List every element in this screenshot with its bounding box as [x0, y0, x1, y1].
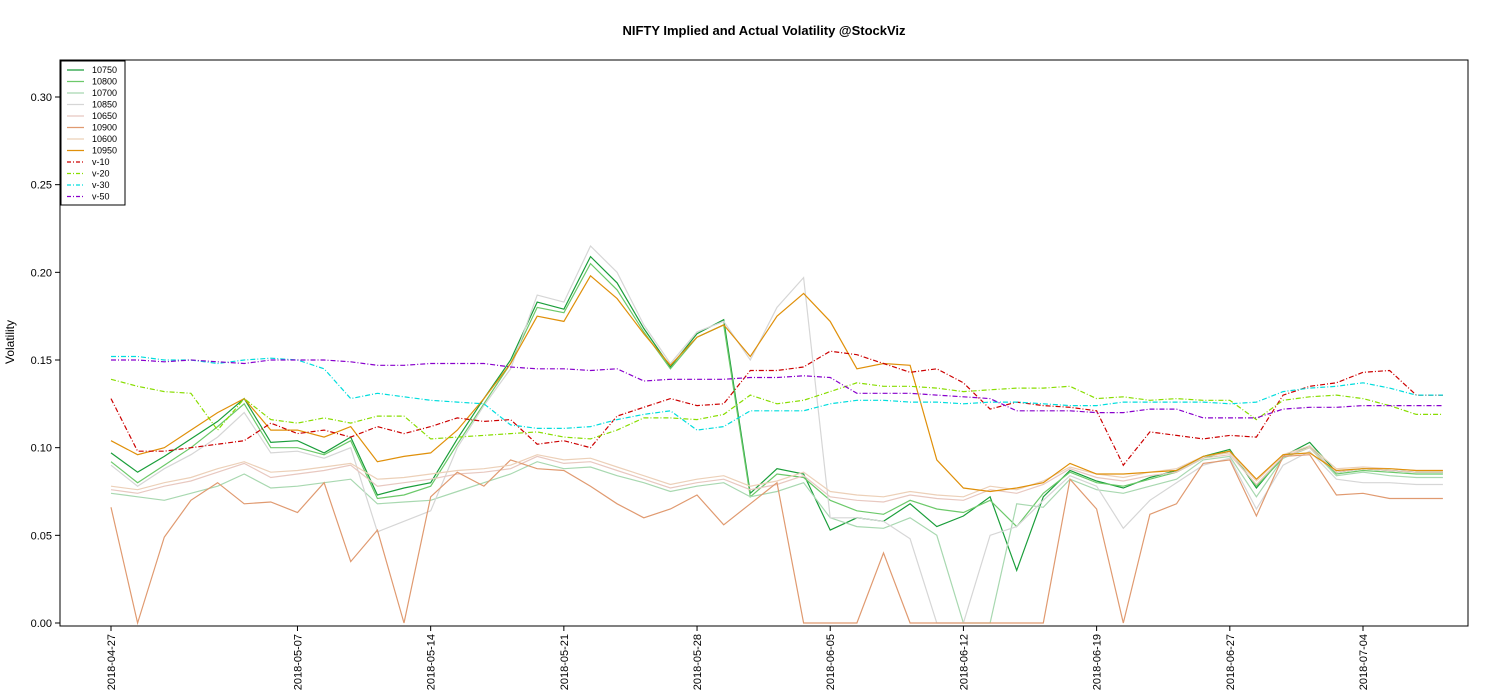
legend-label: v-20 [92, 169, 110, 179]
series-line-10600 [110, 445, 1443, 498]
x-tick-label: 2018-07-04 [1358, 634, 1370, 690]
x-tick-label: 2018-05-21 [559, 634, 571, 690]
legend-label: v-30 [92, 180, 110, 190]
legend-box [60, 60, 126, 206]
x-tick-label: 2018-05-07 [292, 634, 304, 690]
series-line-v-20 [110, 378, 1443, 440]
x-tick-label: 2018-05-14 [426, 634, 438, 690]
legend-label: 10950 [92, 146, 117, 156]
legend-label: 10850 [92, 100, 117, 110]
legend-label: 10750 [92, 65, 117, 75]
y-tick-label: 0.00 [31, 618, 52, 630]
series-line-10950 [110, 274, 1443, 493]
x-tick-label: 2018-06-12 [958, 634, 970, 690]
legend-label: 10700 [92, 88, 117, 98]
series-line-v-10 [110, 350, 1443, 467]
series-lines [110, 244, 1443, 626]
series-line-10750 [110, 255, 1443, 573]
legend-label: 10800 [92, 77, 117, 87]
legend-label: 10650 [92, 111, 117, 121]
y-axis-label: Volatility [3, 320, 17, 364]
x-axis: 2018-04-27 2018-05-07 2018-05-14 2018-05-21… [106, 626, 1370, 690]
legend-label: 10900 [92, 123, 117, 133]
x-tick-label: 2018-06-19 [1092, 634, 1104, 690]
series-line-v-50 [111, 359, 1443, 419]
y-tick-label: 0.05 [31, 530, 52, 542]
x-tick-label: 2018-04-27 [106, 634, 118, 690]
x-tick-label: 2018-05-28 [692, 634, 704, 690]
legend-label: v-10 [92, 157, 110, 167]
y-tick-label: 0.25 [31, 180, 52, 192]
y-tick-label: 0.30 [31, 92, 52, 104]
x-tick-label: 2018-06-27 [1225, 634, 1237, 690]
plot-frame [59, 59, 1469, 627]
y-tick-label: 0.10 [31, 443, 52, 455]
series-line-10850 [110, 244, 1443, 624]
series-line-10700 [110, 446, 1443, 624]
series-line-v-30 [111, 355, 1443, 431]
series-line-10650 [110, 447, 1443, 503]
legend-label: v-50 [92, 192, 110, 202]
series-line-10900 [110, 454, 1443, 626]
y-tick-label: 0.20 [31, 267, 52, 279]
y-tick-label: 0.15 [31, 355, 52, 367]
legend-label: 10600 [92, 134, 117, 144]
x-tick-label: 2018-06-05 [825, 634, 837, 690]
chart-title: NIFTY Implied and Actual Volatility @Sto… [622, 23, 906, 38]
y-axis: 0.00 0.05 0.10 0.15 0.20 0.25 0.30 [31, 92, 60, 630]
